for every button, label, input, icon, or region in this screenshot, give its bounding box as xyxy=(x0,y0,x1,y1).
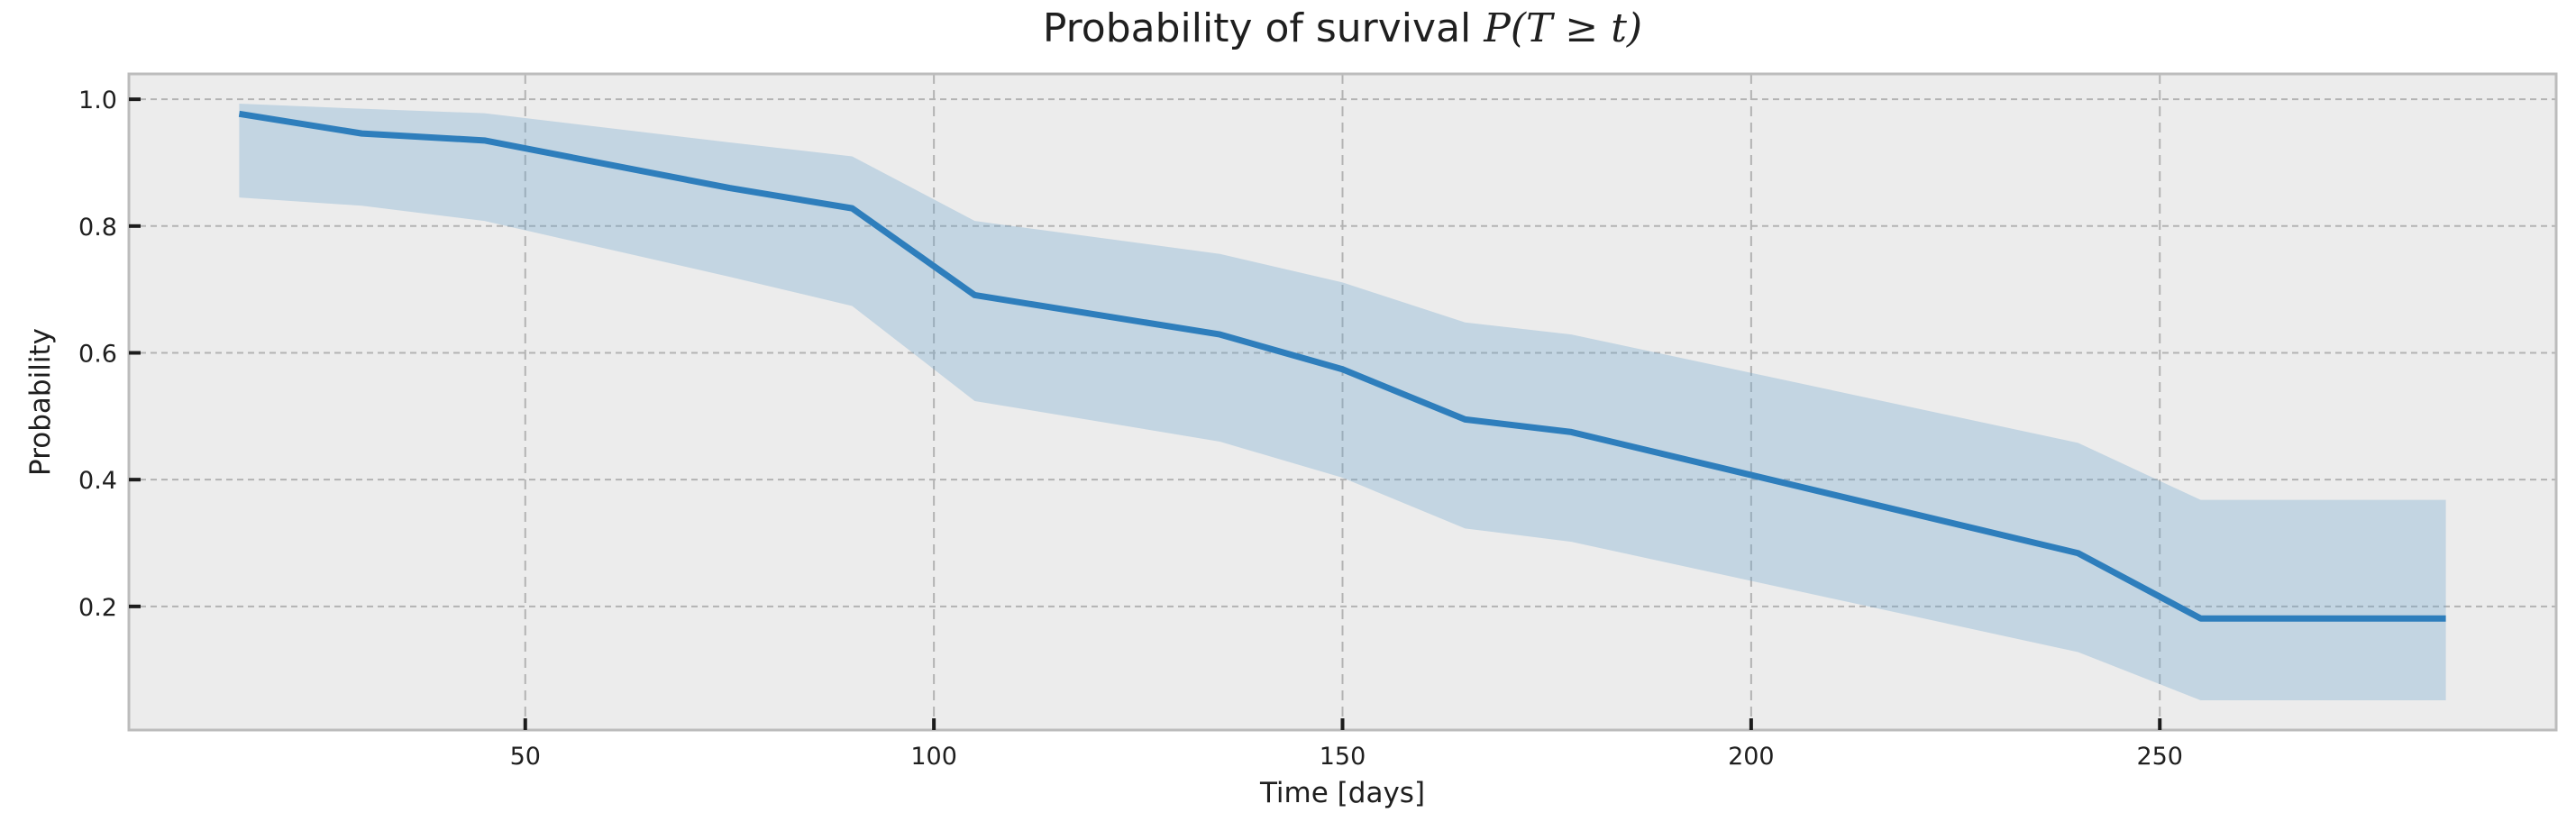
chart-title-math: P(T ≥ t) xyxy=(1484,5,1643,51)
y-tick-label: 0.4 xyxy=(78,467,117,495)
y-tick-label: 0.2 xyxy=(78,594,117,622)
x-tick-label: 100 xyxy=(910,743,957,771)
x-tick-label: 200 xyxy=(1728,743,1775,771)
chart-title: Probability of survival P(T ≥ t) xyxy=(129,5,2556,51)
x-tick-label: 150 xyxy=(1320,743,1366,771)
y-axis-label: Probability xyxy=(24,328,57,476)
x-tick-label: 50 xyxy=(510,743,541,771)
confidence-band xyxy=(239,104,2446,700)
y-tick-label: 0.8 xyxy=(78,214,117,242)
x-axis-label: Time [days] xyxy=(1259,777,1426,809)
survival-line xyxy=(238,110,2446,622)
chart-title-text: Probability of survival xyxy=(1042,5,1472,51)
y-tick-label: 0.6 xyxy=(78,340,117,368)
x-tick-label: 250 xyxy=(2136,743,2183,771)
y-tick-label: 1.0 xyxy=(78,87,117,114)
geq-symbol: ≥ xyxy=(1552,5,1612,51)
